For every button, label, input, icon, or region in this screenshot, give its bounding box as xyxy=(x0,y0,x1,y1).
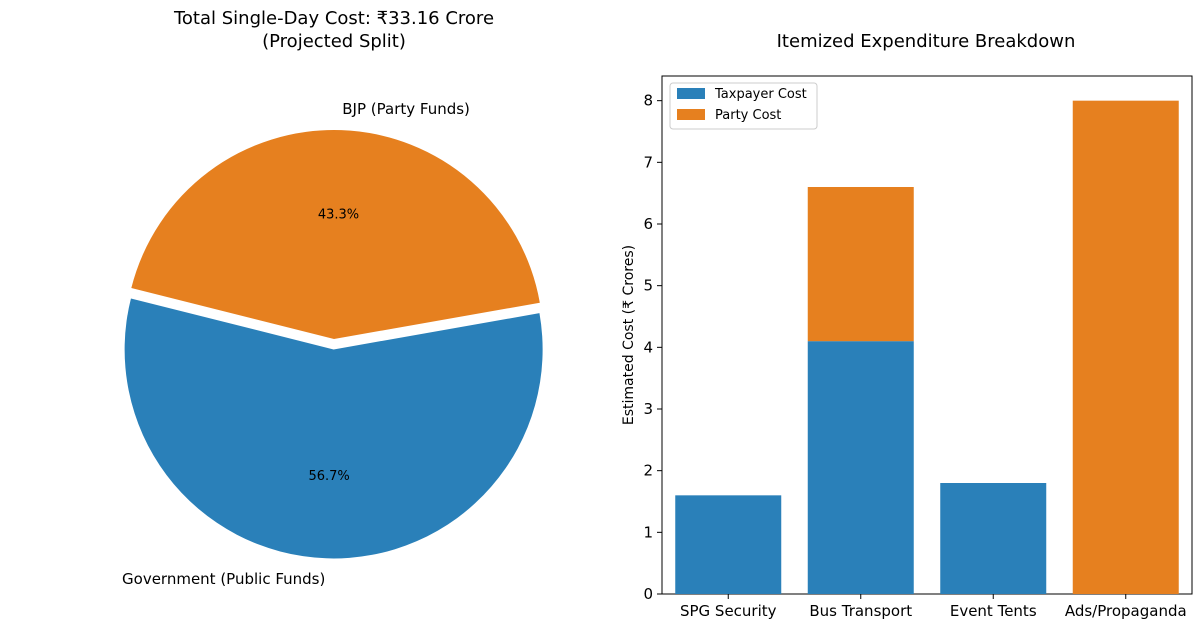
pie-slice-bjp-party-funds xyxy=(131,130,540,339)
x-tick-label-event-tents: Event Tents xyxy=(950,602,1037,620)
y-axis: 0 1 2 3 4 5 6 7 8 xyxy=(643,92,662,603)
plot-frame xyxy=(661,75,1193,595)
legend-frame xyxy=(669,82,818,130)
bar-spg-security-taxpayer-cost xyxy=(675,495,782,594)
pie-title: Total Single-Day Cost: ₹33.16 Crore xyxy=(173,8,494,29)
pie-chart: Total Single-Day Cost: ₹33.16 Crore (Pro… xyxy=(122,8,543,588)
x-tick-label-ads-propaganda: Ads/Propaganda xyxy=(1065,602,1187,620)
pie-labels: 43.3% BJP (Party Funds) 56.7% Government (P… xyxy=(122,100,470,588)
y-tick-label: 2 xyxy=(643,462,653,480)
legend-items: Taxpayer Cost Party Cost xyxy=(677,87,807,123)
y-tick-label: 5 xyxy=(643,277,653,295)
bar-ads-propaganda-party-cost xyxy=(1072,100,1179,595)
y-tick-label: 4 xyxy=(643,338,653,356)
legend-swatch-taxpayer-cost xyxy=(677,88,705,99)
pie-slices xyxy=(124,130,543,559)
y-tick-label: 8 xyxy=(643,92,653,110)
pie-slice-label-bjp-party-funds: BJP (Party Funds) xyxy=(342,100,470,118)
y-tick-label: 6 xyxy=(643,215,653,233)
x-axis: SPG Security Bus Transport Event Tents Ads/… xyxy=(680,594,1187,620)
bar-event-tents-taxpayer-cost xyxy=(940,483,1047,594)
bars xyxy=(675,100,1179,595)
bar-bus-transport-taxpayer-cost xyxy=(807,341,914,594)
legend: Taxpayer Cost Party Cost xyxy=(669,82,818,130)
bar-bus-transport-party-cost xyxy=(807,187,914,342)
legend-swatch-party-cost xyxy=(677,109,705,120)
y-tick-label: 7 xyxy=(643,153,653,171)
pie-pct-label-government-public-funds: 56.7% xyxy=(308,469,349,484)
pie-slice-label-government-public-funds: Government (Public Funds) xyxy=(122,570,325,588)
x-tick-label-bus-transport: Bus Transport xyxy=(809,602,912,620)
legend-label-party-cost: Party Cost xyxy=(715,108,781,123)
pie-pct-label-bjp-party-funds: 43.3% xyxy=(318,208,359,223)
legend-label-taxpayer-cost: Taxpayer Cost xyxy=(714,87,807,102)
bar-chart: Itemized Expenditure Breakdown 0 1 2 3 4 5 6 7 8… xyxy=(621,31,1193,620)
pie-slice-government-public-funds xyxy=(124,298,543,559)
y-tick-label: 1 xyxy=(643,523,653,541)
bar-title: Itemized Expenditure Breakdown xyxy=(777,31,1076,52)
y-tick-label: 0 xyxy=(643,585,653,603)
y-axis-label: Estimated Cost (₹ Crores) xyxy=(621,245,637,425)
y-tick-label: 3 xyxy=(643,400,653,418)
x-tick-label-spg-security: SPG Security xyxy=(680,602,777,620)
pie-subtitle: (Projected Split) xyxy=(262,31,406,52)
